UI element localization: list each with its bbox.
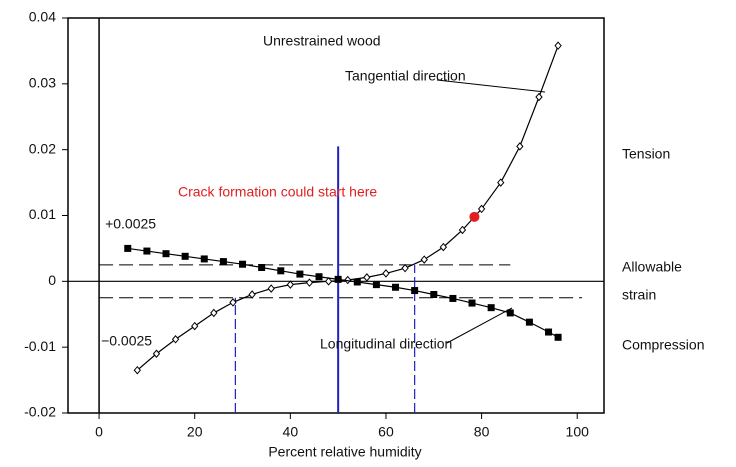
y-tick-label: -0.02 [24, 404, 56, 420]
marker [363, 273, 371, 282]
annotation: Compression [622, 337, 704, 353]
marker [487, 304, 495, 312]
marker [458, 225, 467, 235]
marker [344, 275, 352, 285]
crack-label: Crack formation could start here [178, 184, 377, 200]
series-label: Longitudinal direction [320, 336, 452, 352]
marker [162, 250, 170, 258]
x-tick-label: 0 [95, 424, 103, 440]
marker [191, 321, 199, 331]
y-tick-label: 0.01 [29, 206, 56, 222]
x-tick-label: 100 [566, 424, 590, 440]
marker [219, 258, 227, 266]
annotation: strain [622, 287, 656, 303]
marker [277, 267, 285, 275]
marker [430, 291, 438, 298]
marker [324, 277, 333, 286]
x-tick-label: 60 [378, 424, 394, 440]
marker [296, 270, 304, 278]
marker [239, 260, 247, 268]
marker [353, 278, 361, 286]
annotation: Unrestrained wood [263, 33, 381, 49]
marker [497, 178, 505, 187]
leader-line [436, 79, 546, 93]
marker [506, 309, 514, 317]
y-tick-label: 0.02 [29, 140, 56, 156]
marker [420, 255, 428, 264]
marker [315, 273, 323, 281]
series-line [127, 247, 559, 338]
marker [477, 204, 486, 214]
y-tick-label: 0.03 [29, 75, 56, 91]
x-tick-label: 80 [474, 424, 490, 440]
marker [171, 334, 180, 344]
marker [525, 318, 533, 326]
y-tick-label: 0 [48, 272, 56, 288]
marker [248, 290, 256, 299]
series-line [136, 45, 559, 371]
marker [305, 278, 314, 287]
series-label: Tangential direction [345, 68, 466, 84]
marker [516, 142, 524, 151]
marker [267, 284, 275, 293]
marker [258, 264, 266, 272]
marker [545, 328, 553, 336]
marker [411, 287, 419, 295]
marker [133, 365, 141, 375]
x-tick-label: 40 [283, 424, 299, 440]
marker [439, 242, 448, 252]
marker [334, 275, 342, 283]
marker [143, 247, 151, 255]
marker [449, 294, 457, 302]
marker [468, 299, 476, 307]
annotation: Allowable [622, 259, 682, 275]
marker [286, 280, 294, 289]
hline-label: +0.0025 [105, 216, 156, 232]
marker [554, 41, 562, 50]
x-tick-label: 20 [187, 424, 203, 440]
marker [124, 244, 132, 252]
hline-label: −0.0025 [101, 332, 152, 348]
annotation: Tension [622, 146, 670, 162]
marker [229, 298, 237, 307]
y-tick-label: 0.04 [29, 9, 56, 25]
y-tick-label: -0.01 [24, 338, 56, 354]
marker [372, 281, 380, 289]
marker [554, 333, 562, 341]
marker [152, 349, 161, 359]
marker [535, 92, 543, 102]
leader-line [446, 307, 513, 344]
marker [181, 252, 189, 260]
x-axis-label: Percent relative humidity [268, 444, 421, 460]
marker [382, 269, 390, 278]
marker [401, 263, 409, 273]
marker [392, 283, 400, 291]
marker [210, 308, 218, 318]
marker [200, 255, 208, 263]
crack-point [469, 211, 480, 222]
